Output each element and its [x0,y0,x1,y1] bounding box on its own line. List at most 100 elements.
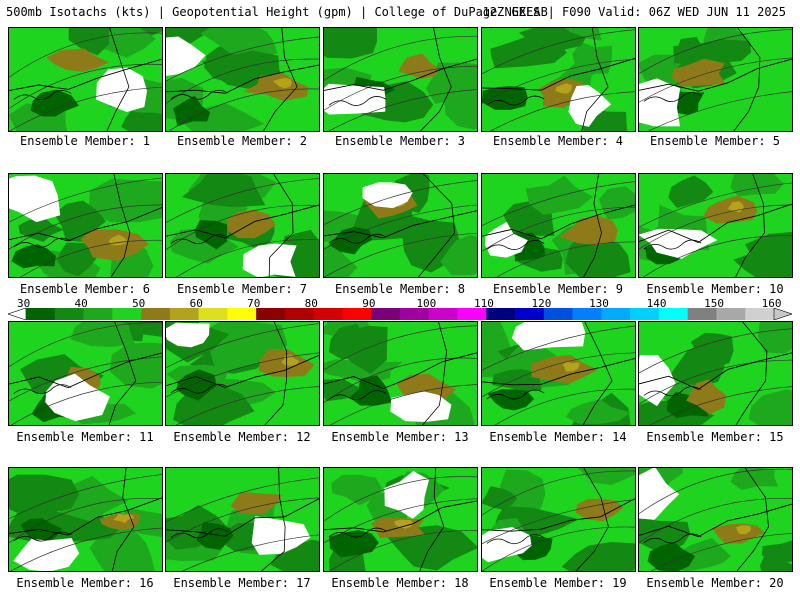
height-contour [482,470,635,516]
isotach-map [324,174,477,277]
colorbar-swatch [543,308,573,320]
wind-speed-shade [730,468,779,490]
colorbar-swatch [256,308,286,320]
colorbar-tick-label: 90 [362,297,376,310]
wind-speed-shade [54,200,107,242]
coastline [582,322,613,425]
wind-speed-shade [121,107,162,131]
height-contour [482,352,635,398]
height-contour [181,534,319,571]
ensemble-member-label: Ensemble Member: 1 [19,134,151,148]
height-contour [650,532,792,571]
height-contour [490,91,635,131]
great-lakes-outline [13,237,72,248]
colorbar-swatch [112,308,142,320]
wind-speed-shade [70,322,135,347]
isotach-map [482,174,635,277]
wind-speed-shade [324,359,403,385]
height-contour [482,29,635,75]
wind-speed-shade [182,174,266,208]
colorbar-tick-label: 70 [247,297,261,310]
height-contour [166,477,319,523]
great-lakes-outline [643,92,702,102]
colorbar-tick-label: 130 [589,297,609,310]
calm-area [324,83,386,115]
jet-streak-core [108,234,127,246]
ensemble-map-panel [8,321,163,426]
height-contour [324,325,477,371]
great-lakes-outline [643,533,702,544]
boundary-line [482,57,635,91]
ensemble-member-label: Ensemble Member: 3 [334,134,466,148]
colorbar-swatch [428,308,458,320]
coastline [263,28,298,131]
wind-speed-shade [349,375,392,406]
coastline [583,174,602,277]
great-lakes-outline [486,534,545,545]
isotach-map [166,174,319,277]
ensemble-member-label: Ensemble Member: 9 [492,282,624,296]
colorbar-tick-label: 100 [416,297,437,310]
ensemble-map-panel [8,27,163,132]
boundary-line [9,58,162,91]
colorbar-swatch [83,308,113,320]
height-contour [324,498,477,544]
isotach-map [482,468,635,571]
wind-speed-shade [11,244,56,269]
great-lakes-outline [170,89,229,100]
height-contour [482,325,635,371]
colorbar-swatch [400,308,430,320]
height-contour [324,180,477,225]
wind-speed-shade [109,342,162,389]
colorbar-tick-label: 150 [704,297,724,310]
height-contour [482,526,635,571]
wind-speed-shade [324,28,378,59]
height-contour [324,476,477,522]
great-lakes-outline [170,383,229,394]
height-contour [482,181,635,226]
jet-streak-shade [531,354,598,384]
ensemble-map-panel [481,173,636,278]
ensemble-map-panel [165,27,320,132]
height-contour [482,499,635,544]
ensemble-map-panel [323,27,478,132]
isotach-map [166,322,319,425]
isotach-map [639,28,792,131]
height-contour [166,36,319,82]
calm-area [9,175,61,223]
ensemble-map-panel [638,321,793,426]
jet-streak-core [555,83,573,94]
height-contour [9,177,162,223]
jet-streak-core [113,513,135,524]
jet-streak-shade [242,73,309,101]
ensemble-map-panel [165,173,320,278]
coastline [422,322,447,425]
height-contour [10,381,162,425]
wind-speed-shade [195,220,228,250]
colorbar-swatch [169,308,199,320]
coastline [268,174,294,277]
colorbar-legend: 30405060708090100110120130140150160170 [8,296,792,324]
boundary-line [324,500,477,533]
colorbar-tick-label: 140 [646,297,667,310]
wind-speed-shade [482,86,528,110]
coastline [111,468,135,571]
coastline [106,28,130,131]
boundary-line [166,498,319,537]
height-contour [649,386,792,425]
isotach-map [639,468,792,571]
ensemble-member-label: Ensemble Member: 15 [646,430,784,444]
wind-speed-shade [334,325,388,374]
height-contour [639,359,792,405]
height-contour [168,88,319,131]
isotach-map [9,174,162,277]
great-lakes-outline [643,386,702,397]
colorbar-right-arrow [773,308,792,320]
height-contour [482,58,635,104]
coastline [733,28,761,131]
great-lakes-outline [486,95,545,106]
jet-streak-shade [230,491,282,515]
wind-speed-shade [519,28,587,51]
boundary-line [482,498,635,532]
jet-streak-core [562,361,580,372]
